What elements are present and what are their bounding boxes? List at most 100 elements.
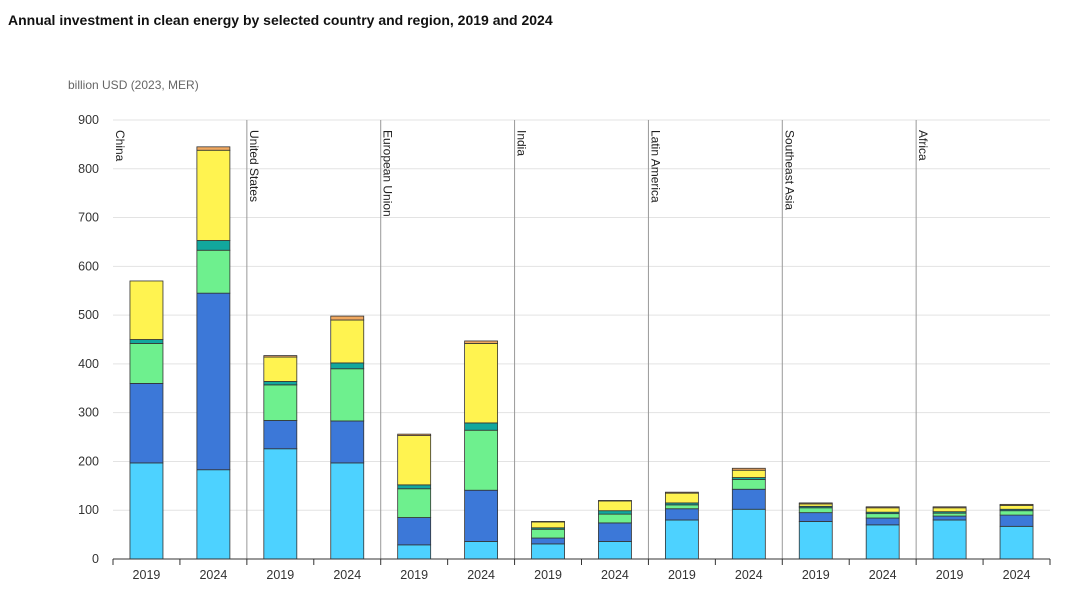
x-tick-label: 2019 xyxy=(802,568,830,582)
bar-segment xyxy=(865,517,900,526)
region-label: European Union xyxy=(381,130,395,217)
bar-segment xyxy=(999,504,1034,510)
y-tick-label: 600 xyxy=(78,259,99,273)
bar-segment xyxy=(798,521,833,560)
bar-segment xyxy=(531,521,565,529)
bar-segment xyxy=(129,462,164,560)
bar-segment xyxy=(263,448,298,560)
bars xyxy=(129,146,1034,560)
bar-segment xyxy=(330,462,365,560)
bar-segment xyxy=(664,492,699,504)
bar-segment xyxy=(731,479,766,490)
bar-segment xyxy=(798,507,833,514)
bar-segment xyxy=(464,489,499,542)
region-label: India xyxy=(515,130,529,156)
bar-segment xyxy=(664,504,699,510)
y-tick-label: 0 xyxy=(92,552,99,566)
bar-segment xyxy=(531,528,565,539)
region-separators xyxy=(246,120,917,559)
y-axis-ticks: 0 100 200 300 400 500 600 700 800 900 xyxy=(78,113,99,566)
x-tick-label: 2024 xyxy=(467,568,495,582)
bar-segment xyxy=(464,429,499,491)
bar-segment xyxy=(932,519,967,560)
x-tick-label: 2019 xyxy=(668,568,696,582)
y-tick-label: 400 xyxy=(78,357,99,371)
bar-segment xyxy=(999,510,1034,516)
bar-segment xyxy=(263,420,298,450)
bar-segment xyxy=(598,500,632,512)
y-tick-label: 900 xyxy=(78,113,99,127)
bar-segment xyxy=(865,506,900,509)
y-tick-label: 200 xyxy=(78,454,99,468)
x-tick-label: 2024 xyxy=(601,568,629,582)
bar-segment xyxy=(196,292,231,471)
bar-segment xyxy=(999,525,1034,560)
bar-segment xyxy=(731,508,766,560)
bar-segment xyxy=(397,488,432,518)
bar-segment xyxy=(798,512,833,522)
bar-segment xyxy=(129,280,164,340)
bar-segment xyxy=(129,382,164,464)
bar-segment xyxy=(196,149,231,241)
bar-segment xyxy=(664,508,699,521)
bar-segment xyxy=(263,381,298,386)
region-label: United States xyxy=(247,130,261,202)
bar-segment xyxy=(330,362,365,370)
region-label: Southeast Asia xyxy=(782,130,796,210)
x-tick-label: 2024 xyxy=(199,568,227,582)
bar-segment xyxy=(932,507,967,513)
bar-segment xyxy=(798,502,833,505)
bar-segment xyxy=(932,512,967,517)
bar-segment xyxy=(865,507,900,513)
bar-segment xyxy=(196,469,231,560)
x-tick-label: 2019 xyxy=(133,568,161,582)
bar-segment xyxy=(464,541,499,560)
y-tick-label: 700 xyxy=(78,211,99,225)
bar-segment xyxy=(531,537,565,545)
x-tick-label: 2019 xyxy=(534,568,562,582)
bar-segment xyxy=(932,506,967,509)
bar-segment xyxy=(196,240,231,251)
bar-segment xyxy=(129,339,164,344)
bar-segment xyxy=(196,249,231,294)
bar-segment xyxy=(464,422,499,431)
y-axis-label: billion USD (2023, MER) xyxy=(68,78,199,92)
bar-segment xyxy=(664,491,699,494)
bar-segment xyxy=(397,433,432,436)
bar-segment xyxy=(330,368,365,422)
x-tick-label: 2024 xyxy=(735,568,763,582)
y-tick-label: 300 xyxy=(78,406,99,420)
bar-segment xyxy=(263,384,298,421)
x-tick-label: 2019 xyxy=(266,568,294,582)
bar-segment xyxy=(598,513,632,524)
bar-segment xyxy=(397,484,432,490)
bar-segment xyxy=(464,340,499,344)
bar-segment xyxy=(932,515,967,521)
bar-segment xyxy=(330,420,365,464)
y-tick-label: 800 xyxy=(78,162,99,176)
bar-segment xyxy=(731,469,766,478)
y-tick-label: 100 xyxy=(78,503,99,517)
y-tick-label: 500 xyxy=(78,308,99,322)
bar-segment xyxy=(196,146,231,151)
bar-segment xyxy=(129,343,164,384)
bar-segment xyxy=(397,517,432,546)
bar-segment xyxy=(531,543,565,560)
bar-segment xyxy=(263,355,298,358)
bar-segment xyxy=(330,319,365,364)
bar-segment xyxy=(598,510,632,515)
bar-segment xyxy=(999,514,1034,527)
bar-segment xyxy=(999,503,1034,506)
bar-segment xyxy=(464,343,499,424)
region-label: China xyxy=(113,130,127,162)
bar-segment xyxy=(865,513,900,519)
bar-segment xyxy=(397,435,432,486)
x-tick-label: 2024 xyxy=(333,568,361,582)
region-label: Latin America xyxy=(648,130,662,203)
bar-segment xyxy=(664,519,699,560)
bar-segment xyxy=(598,541,632,560)
x-tick-label: 2024 xyxy=(1003,568,1031,582)
bar-segment xyxy=(397,544,432,560)
bar-segment xyxy=(598,522,632,542)
